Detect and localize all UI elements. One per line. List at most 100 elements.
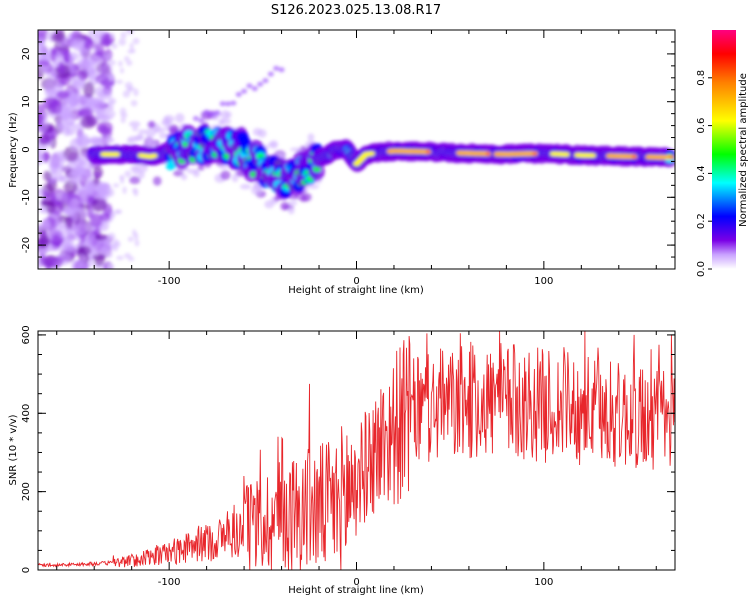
trace-halo <box>154 127 166 134</box>
y-tick-label: 0 <box>21 567 32 573</box>
noise-speckle <box>108 59 116 66</box>
noise-speckle <box>65 120 77 136</box>
noise-speckle <box>98 89 113 100</box>
snr-series-line <box>38 331 675 570</box>
noise-speckle <box>50 69 58 78</box>
noise-speckle <box>70 259 81 269</box>
colorbar-label: Normalized spectral amplitude <box>738 73 749 227</box>
noise-speckle <box>77 95 90 105</box>
trace-halo <box>214 110 221 116</box>
trace-halo <box>208 111 215 117</box>
trace-halo <box>267 71 274 77</box>
noise-speckle <box>85 238 102 248</box>
noise-speckle <box>38 46 45 54</box>
trace-halo <box>287 200 298 206</box>
trace-halo <box>138 129 147 134</box>
noise-speckle <box>115 79 124 84</box>
noise-speckle <box>59 244 66 257</box>
trace-halo <box>230 100 237 106</box>
trace-halo <box>198 118 205 124</box>
noise-speckle <box>100 124 108 138</box>
noise-speckle <box>129 42 134 50</box>
trace-halo <box>129 176 141 185</box>
snr-axes: -100 0 100 0 200 400 600 <box>21 325 675 588</box>
trace-halo <box>262 78 269 84</box>
noise-speckle <box>124 170 132 178</box>
snr-xlabel: Height of straight line (km) <box>288 585 424 596</box>
noise-speckle <box>89 136 101 144</box>
y-tick-label: 20 <box>21 48 32 61</box>
spectrogram-marks <box>38 30 675 269</box>
colorbar-tick-label: 0.0 <box>696 261 707 277</box>
noise-speckle <box>89 69 97 76</box>
trace-halo <box>131 165 140 175</box>
y-tick-label: 200 <box>21 482 32 501</box>
x-tick-label: -100 <box>158 577 181 588</box>
noise-speckle <box>96 114 110 122</box>
noise-speckle <box>132 37 140 45</box>
noise-speckle <box>87 233 96 240</box>
noise-speckle <box>79 253 86 265</box>
trace-halo <box>225 101 232 107</box>
noise-speckle <box>50 99 63 115</box>
noise-speckle <box>58 76 71 86</box>
trace-halo <box>289 147 302 152</box>
noise-speckle <box>110 212 116 218</box>
noise-speckle <box>118 38 127 46</box>
noise-speckle <box>91 197 107 212</box>
trace-halo <box>137 170 145 179</box>
noise-speckle <box>112 183 120 188</box>
trace-halo <box>287 207 295 215</box>
x-tick-label: -100 <box>158 276 181 287</box>
noise-speckle <box>94 234 108 241</box>
noise-speckle <box>38 145 47 153</box>
noise-speckle <box>100 38 112 46</box>
noise-speckle <box>38 112 45 127</box>
noise-speckle <box>114 209 122 214</box>
trace-halo <box>239 183 252 190</box>
trace-halo <box>168 124 179 134</box>
colorbar: 0.0 0.2 0.4 0.6 0.8 Normalized spectral ampl… <box>696 30 749 277</box>
noise-speckle <box>77 167 87 181</box>
noise-speckle <box>40 136 52 144</box>
noise-speckle <box>44 88 55 98</box>
y-tick-label: -20 <box>21 237 32 253</box>
trace-peak <box>562 152 570 157</box>
noise-speckle <box>42 217 51 230</box>
noise-speckle <box>126 59 133 66</box>
noise-speckle <box>51 235 62 249</box>
trace-halo <box>300 192 312 202</box>
x-tick-label: 100 <box>534 577 553 588</box>
trace-halo <box>257 81 264 87</box>
trace-halo <box>252 127 263 136</box>
trace-peak <box>367 151 375 156</box>
trace-halo <box>221 109 229 120</box>
trace-halo <box>197 164 205 171</box>
trace-halo <box>231 174 239 183</box>
spectrogram-xlabel: Height of straight line (km) <box>288 285 424 296</box>
y-tick-label: 10 <box>21 95 32 108</box>
noise-speckle <box>43 170 52 182</box>
noise-speckle <box>79 194 89 205</box>
trace-peak <box>668 155 675 159</box>
noise-speckle <box>43 245 58 252</box>
trace-halo <box>136 133 144 140</box>
trace-peak <box>150 153 158 158</box>
noise-speckle <box>68 64 76 74</box>
noise-speckle <box>92 254 106 261</box>
noise-speckle <box>125 30 131 33</box>
trace-halo <box>278 67 285 73</box>
trace-halo <box>307 133 315 142</box>
noise-speckle <box>38 103 47 112</box>
noise-speckle <box>132 187 138 194</box>
colorbar-tick-label: 0.6 <box>696 118 707 134</box>
noise-speckle <box>118 60 123 67</box>
trace-halo <box>161 118 172 126</box>
trace-halo <box>246 83 253 89</box>
noise-speckle <box>54 220 66 229</box>
figure-title: S126.2023.025.13.08.R17 <box>271 3 441 18</box>
noise-speckle <box>56 90 70 99</box>
noise-speckle <box>127 236 134 242</box>
